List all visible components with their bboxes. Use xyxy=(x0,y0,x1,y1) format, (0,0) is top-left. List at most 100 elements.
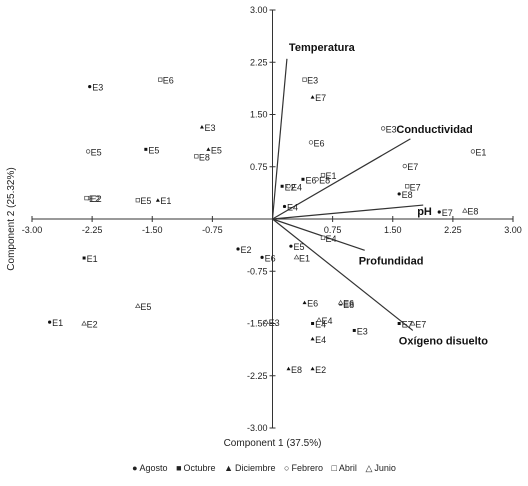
vector-label: Conductividad xyxy=(396,124,472,136)
point-marker-abril xyxy=(320,172,326,178)
point-marker-agosto xyxy=(289,244,293,248)
point-label: E4 xyxy=(315,335,326,345)
point-marker-febrero xyxy=(314,177,319,182)
legend-label: Agosto xyxy=(139,463,168,473)
point-label: E6 xyxy=(163,76,174,86)
point-marker-junio xyxy=(337,299,344,305)
point-marker-agosto xyxy=(48,320,52,324)
x-axis-label: Component 1 (37.5%) xyxy=(224,438,322,449)
point-label: E4 xyxy=(326,234,337,244)
x-tick-label: -1.50 xyxy=(142,225,163,235)
point-marker-febrero xyxy=(85,149,91,154)
x-tick-label: 0.75 xyxy=(324,225,342,235)
point-label: E1 xyxy=(299,253,310,263)
point-label: E8 xyxy=(402,190,413,200)
point-label: E8 xyxy=(467,207,478,217)
y-tick-label: -2.25 xyxy=(247,371,268,381)
point-marker-agosto xyxy=(260,255,264,259)
x-tick-label: -3.00 xyxy=(22,225,43,235)
point-label: E2 xyxy=(315,365,326,375)
vector-line xyxy=(272,204,424,220)
point-label: E5 xyxy=(91,147,102,157)
point-label: E6 xyxy=(343,299,354,309)
point-label: E3 xyxy=(386,124,397,134)
point-label: E1 xyxy=(160,196,171,206)
point-marker-junio xyxy=(81,320,87,326)
point-label: E6 xyxy=(313,138,324,148)
point-marker-junio xyxy=(462,207,468,213)
point-label: E4 xyxy=(291,182,302,192)
point-marker-octubre xyxy=(311,322,315,325)
point-label: E7 xyxy=(410,182,421,192)
y-tick-label: -3.00 xyxy=(247,423,268,433)
point-marker-febrero xyxy=(402,163,407,169)
legend-item: △ Junio xyxy=(365,463,395,474)
point-marker-octubre xyxy=(397,322,401,325)
point-label: E5 xyxy=(148,145,159,155)
point-marker-junio xyxy=(409,320,416,326)
point-marker-agosto xyxy=(282,204,287,209)
vector-label: pH xyxy=(417,206,432,218)
point-label: E8 xyxy=(343,300,354,310)
axes: -3.00 -2.25 -1.50 -0.75 0.75 1.50 2.25 3.00 3.00… xyxy=(22,5,522,433)
point-label: E4 xyxy=(287,202,298,212)
point-marker-octubre xyxy=(144,147,148,151)
vector-line xyxy=(272,218,414,331)
point-marker-agosto xyxy=(88,85,92,89)
point-marker-abril xyxy=(194,154,199,159)
point-label: E2 xyxy=(91,194,102,204)
x-tick-label: -2.25 xyxy=(82,225,103,235)
legend-symbol: ● xyxy=(132,463,138,473)
point-label: E8 xyxy=(319,175,330,185)
point-marker-octubre xyxy=(280,184,284,188)
legend-item: ▲ Diciembre xyxy=(224,463,275,473)
point-label: E7 xyxy=(402,320,413,330)
legend-label: Febrero xyxy=(291,463,323,473)
point-label: E5 xyxy=(140,196,151,206)
point-marker-agosto xyxy=(397,192,401,196)
point-marker-junio xyxy=(293,254,300,260)
point-marker-octubre xyxy=(301,177,305,181)
point-label: E3 xyxy=(307,76,318,86)
legend-item: ● Agosto xyxy=(132,463,167,473)
x-tick-label: 3.00 xyxy=(504,225,522,235)
point-label: E2 xyxy=(87,320,98,330)
point-marker-agosto xyxy=(437,210,441,214)
point-marker-diciembre xyxy=(310,336,315,341)
point-marker-diciembre xyxy=(206,147,211,151)
point-label: E7 xyxy=(315,93,326,103)
point-marker-abril xyxy=(135,198,140,203)
point-marker-diciembre xyxy=(302,300,307,305)
data-points: E1E2E3E4E5E6E7E8E1E2E3E4E5E6E7E8E1E2E3E4… xyxy=(48,76,486,375)
point-label: E4 xyxy=(321,316,332,326)
point-marker-abril xyxy=(84,195,89,201)
legend-label: Junio xyxy=(374,463,396,473)
legend-symbol: ▲ xyxy=(224,463,233,473)
y-tick-label: 2.25 xyxy=(250,57,268,67)
point-marker-diciembre xyxy=(310,95,315,99)
point-marker-octubre xyxy=(82,256,86,260)
vector-line xyxy=(272,218,365,251)
point-label: E7 xyxy=(407,162,418,172)
point-marker-diciembre xyxy=(310,366,315,371)
legend-symbol: ■ xyxy=(176,463,182,473)
point-marker-febrero xyxy=(286,184,291,189)
legend-label: Abril xyxy=(338,463,357,473)
point-label: E7 xyxy=(415,320,426,330)
legend-item: □ Abril xyxy=(331,463,356,473)
vector-label: Oxígeno disuelto xyxy=(399,335,489,347)
legend-symbol: □ xyxy=(331,463,337,473)
point-marker-abril xyxy=(158,77,163,82)
point-label: E3 xyxy=(357,326,368,336)
point-label: E2 xyxy=(89,194,100,204)
point-label: E6 xyxy=(305,175,316,185)
point-marker-febrero xyxy=(470,149,476,154)
point-marker-junio xyxy=(263,319,269,325)
legend-item: ○ Febrero xyxy=(284,463,323,473)
y-tick-label: -0.75 xyxy=(247,266,268,276)
x-tick-label: -0.75 xyxy=(202,225,223,235)
y-tick-label: 3.00 xyxy=(250,5,268,15)
x-tick-label: 1.50 xyxy=(384,225,402,235)
point-label: E8 xyxy=(199,152,210,162)
point-label: E1 xyxy=(52,318,63,328)
